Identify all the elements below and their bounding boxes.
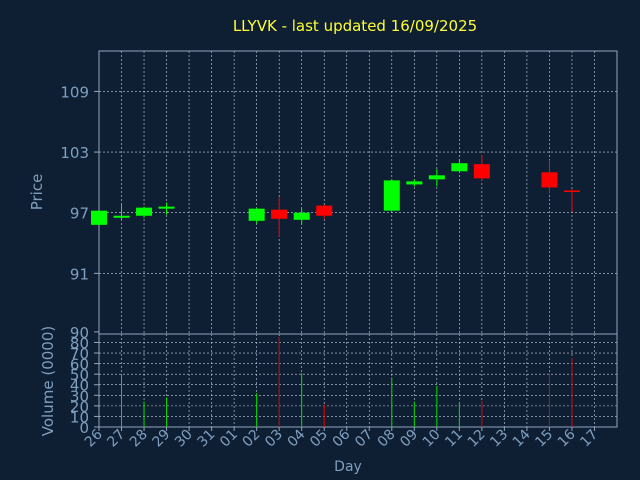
price-tick-label: 103: [60, 144, 89, 162]
candles: [91, 155, 580, 237]
x-ticks: 2627282930310102030405060708091011121314…: [82, 426, 601, 450]
candle-body: [293, 212, 310, 220]
candle-body: [113, 215, 130, 218]
chart-title: LLYVK - last updated 16/09/2025: [233, 17, 477, 35]
price-axis-label: Price: [28, 174, 46, 211]
volume-tick-label: 10: [70, 408, 89, 426]
candle-body: [91, 210, 107, 225]
volume-tick-label: 50: [70, 366, 89, 384]
candle-body: [271, 209, 288, 219]
candle-body: [136, 207, 153, 216]
volume-panel-frame: [98, 333, 618, 428]
volume-tick-label: 20: [70, 398, 89, 416]
price-y-ticks: 91 97 103 109: [60, 83, 99, 283]
candle-body: [158, 206, 175, 209]
volume-tick-label: 70: [70, 345, 89, 363]
volume-axis-label: Volume (0000): [39, 326, 57, 436]
candle-body: [406, 181, 423, 185]
candle-body: [316, 205, 333, 216]
price-tick-label: 109: [60, 83, 89, 101]
candle-body: [383, 180, 400, 211]
x-axis-label: Day: [334, 459, 362, 475]
volume-tick-label: 40: [70, 377, 89, 395]
volume-bars: [121, 337, 573, 427]
volume-tick-label: 30: [70, 387, 89, 405]
candle-body: [563, 190, 580, 192]
price-tick-label: 91: [70, 265, 89, 283]
volume-tick-label: 60: [70, 356, 89, 374]
candle-body: [451, 163, 468, 172]
candle-body: [428, 175, 445, 180]
candle-body: [541, 172, 558, 188]
price-tick-label: 97: [70, 205, 89, 223]
volume-tick-label: 90: [70, 324, 89, 342]
volume-tick-label: 80: [70, 334, 89, 352]
candle-body: [473, 164, 490, 179]
volume-tick-label: 0: [79, 419, 89, 437]
candle-body: [248, 208, 265, 221]
